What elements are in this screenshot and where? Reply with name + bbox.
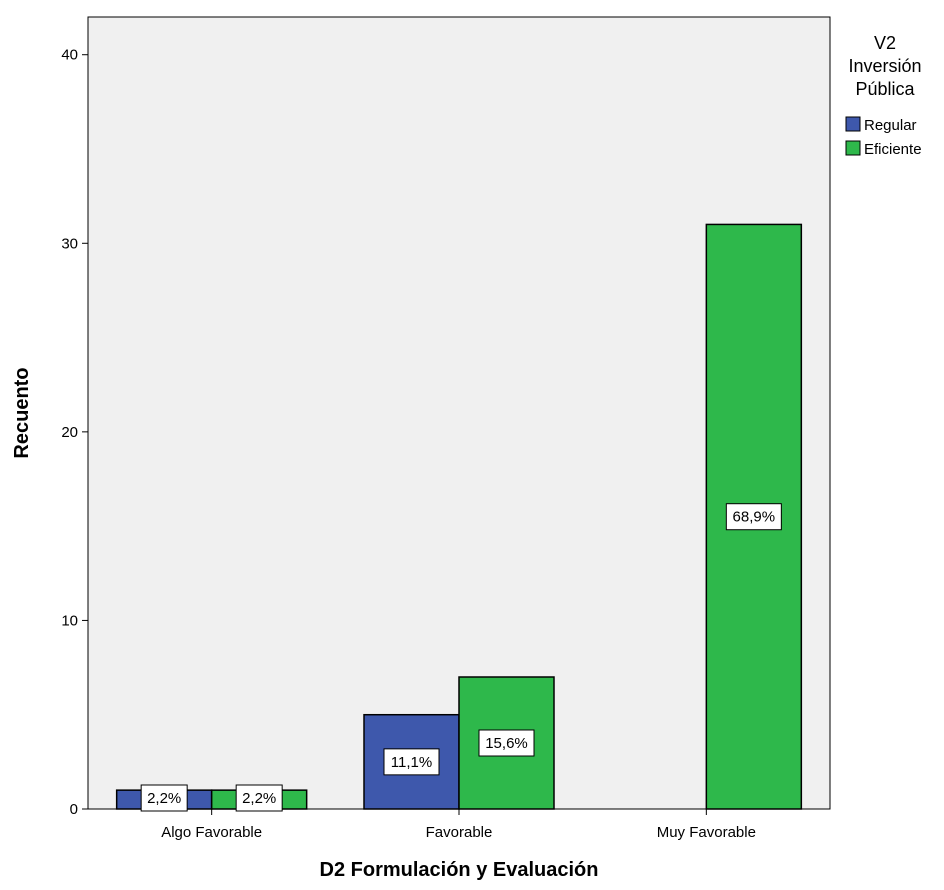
y-tick-label: 10 xyxy=(61,612,78,629)
legend-swatch-regular xyxy=(845,116,861,132)
x-tick-label: Favorable xyxy=(426,824,493,841)
legend: V2 Inversión Pública Regular Eficiente xyxy=(845,33,922,158)
y-axis-title: Recuento xyxy=(11,367,33,458)
x-tick-label: Muy Favorable xyxy=(657,824,756,841)
data-label-text: 2,2% xyxy=(147,790,181,807)
data-label: 11,1% xyxy=(383,748,440,776)
data-label: 2,2% xyxy=(235,784,283,812)
data-label: 68,9% xyxy=(725,503,782,531)
data-label: 2,2% xyxy=(140,784,188,812)
data-labels: 2,2% 11,1% 2,2% 15,6% 68,9% xyxy=(140,503,782,812)
y-axis: 0 10 20 30 40 xyxy=(61,47,88,818)
data-label-box xyxy=(725,503,782,531)
data-label: 15,6% xyxy=(478,729,535,757)
data-label-text: 15,6% xyxy=(485,735,528,752)
y-tick-label: 30 xyxy=(61,235,78,252)
legend-title-line-2: Inversión xyxy=(848,56,921,76)
y-tick-label: 0 xyxy=(70,801,78,818)
legend-label-regular: Regular xyxy=(864,117,917,134)
data-label-box xyxy=(235,784,283,812)
data-label-box xyxy=(140,784,188,812)
data-label-text: 11,1% xyxy=(391,754,432,771)
data-label-box xyxy=(383,748,440,776)
x-axis: Algo Favorable Favorable Muy Favorable xyxy=(161,809,756,841)
x-axis-title: D2 Formulación y Evaluación xyxy=(320,859,599,881)
y-tick-label: 40 xyxy=(61,47,78,64)
data-label-box xyxy=(478,729,535,757)
legend-title-line-3: Pública xyxy=(855,79,915,99)
data-label-text: 68,9% xyxy=(733,509,776,526)
x-tick-label: Algo Favorable xyxy=(161,824,262,841)
legend-title-line-1: V2 xyxy=(874,33,896,53)
legend-label-eficiente: Eficiente xyxy=(864,141,922,158)
data-label-text: 2,2% xyxy=(242,790,276,807)
legend-swatch-eficiente xyxy=(845,140,861,156)
y-tick-label: 20 xyxy=(61,424,78,441)
